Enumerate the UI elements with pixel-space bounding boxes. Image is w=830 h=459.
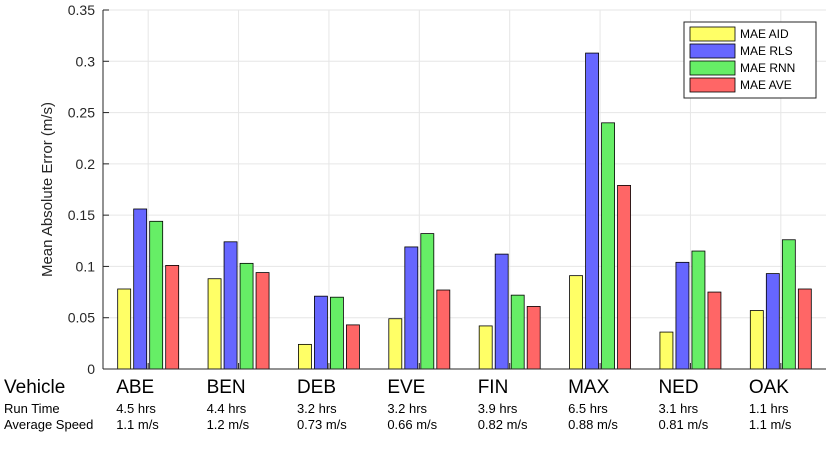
legend-swatch	[689, 77, 736, 93]
y-tick-label: 0.1	[76, 258, 96, 274]
bar-eve-mae-ave	[436, 289, 451, 370]
vehicle-name: OAK	[748, 377, 789, 398]
bar-deb-mae-rnn	[330, 296, 344, 370]
legend-label: MAE RLS	[740, 44, 793, 58]
run-time-value: 1.1 hrs	[748, 401, 789, 416]
run-time-value: 4.5 hrs	[116, 401, 156, 416]
bar-max-mae-rls	[585, 52, 599, 370]
vehicle-name: ABE	[116, 377, 155, 398]
axes	[102, 9, 826, 370]
vehicle-name: MAX	[568, 377, 610, 398]
legend-swatch	[689, 43, 736, 59]
vehicle-name: DEB	[296, 377, 337, 398]
average-speed-value: 0.88 m/s	[568, 417, 618, 432]
legend: MAE AID MAE RLS MAE RNN MAE AVE	[683, 21, 817, 99]
bar-max-mae-ave	[617, 184, 631, 370]
bar-ned-mae-rnn	[691, 250, 706, 370]
legend-label: MAE AVE	[740, 78, 792, 92]
bar-oak-mae-aid	[749, 310, 764, 370]
vehicle-name: NED	[658, 377, 699, 398]
bar-marks	[117, 52, 812, 370]
bar-abe-mae-rnn	[149, 220, 164, 370]
bar-eve-mae-aid	[388, 318, 403, 370]
run-time-value: 3.9 hrs	[477, 401, 518, 416]
vehicle-name: EVE	[387, 377, 426, 398]
vehicle-name: FIN	[477, 377, 509, 398]
y-tick-label: 0.05	[68, 310, 95, 326]
run-time-value: 6.5 hrs	[568, 401, 608, 416]
bar-abe-mae-aid	[117, 288, 132, 370]
average-speed-value: 0.81 m/s	[658, 417, 709, 432]
bar-max-mae-rnn	[601, 122, 615, 370]
bar-fin-mae-rnn	[510, 294, 525, 370]
bar-ned-mae-ave	[707, 291, 722, 370]
average-speed-value: 1.1 m/s	[116, 417, 159, 432]
y-tick-label: 0.2	[76, 156, 96, 172]
legend-label: MAE RNN	[740, 61, 795, 75]
bar-oak-mae-rnn	[781, 239, 796, 370]
bar-ned-mae-aid	[659, 331, 674, 370]
bar-eve-mae-rnn	[420, 233, 435, 370]
average-speed-value: 0.73 m/s	[296, 417, 347, 432]
y-tick-label: 0	[87, 361, 95, 377]
bar-deb-mae-ave	[346, 324, 360, 370]
legend-swatch	[689, 26, 736, 42]
bar-fin-mae-rls	[494, 253, 509, 370]
grid-lines	[103, 9, 826, 370]
y-tick-label: 0.3	[76, 53, 96, 69]
average-speed-value: 0.82 m/s	[477, 417, 528, 432]
run-time-value: 3.1 hrs	[658, 401, 699, 416]
run-time-value: 3.2 hrs	[296, 401, 337, 416]
bar-fin-mae-ave	[526, 306, 541, 370]
run-time-value: 4.4 hrs	[206, 401, 247, 416]
bar-deb-mae-aid	[298, 343, 312, 370]
bar-max-mae-aid	[569, 275, 583, 370]
bar-oak-mae-ave	[797, 288, 812, 370]
average-speed-value: 1.1 m/s	[748, 417, 792, 432]
legend-label: MAE AID	[740, 27, 789, 41]
bar-ben-mae-aid	[207, 278, 222, 370]
bar-oak-mae-rls	[765, 273, 780, 370]
average-speed-value: 0.66 m/s	[387, 417, 438, 432]
y-axis-label: Mean Absolute Error (m/s)	[39, 102, 56, 277]
bar-abe-mae-rls	[133, 208, 148, 370]
bar-ned-mae-rls	[675, 261, 690, 370]
y-tick-labels: 0 0.05 0.1 0.15 0.2 0.25 0.3 0.35	[68, 2, 95, 377]
bar-ben-mae-ave	[255, 272, 270, 370]
row-label-average-speed: Average Speed	[4, 417, 94, 432]
legend-swatch	[689, 60, 736, 76]
bar-abe-mae-ave	[165, 265, 180, 370]
bar-eve-mae-rls	[404, 246, 419, 370]
y-tick-label: 0.15	[68, 207, 95, 223]
row-label-run-time: Run Time	[4, 401, 60, 416]
row-label-vehicle: Vehicle	[4, 377, 66, 398]
bar-ben-mae-rls	[223, 241, 238, 370]
bar-deb-mae-rls	[314, 295, 328, 370]
bar-fin-mae-aid	[478, 325, 493, 370]
average-speed-value: 1.2 m/s	[206, 417, 250, 432]
run-time-value: 3.2 hrs	[387, 401, 428, 416]
y-tick-label: 0.25	[68, 105, 95, 121]
bar-ben-mae-rnn	[239, 262, 254, 370]
vehicle-name: BEN	[206, 377, 246, 398]
y-tick-label: 0.35	[68, 2, 95, 18]
